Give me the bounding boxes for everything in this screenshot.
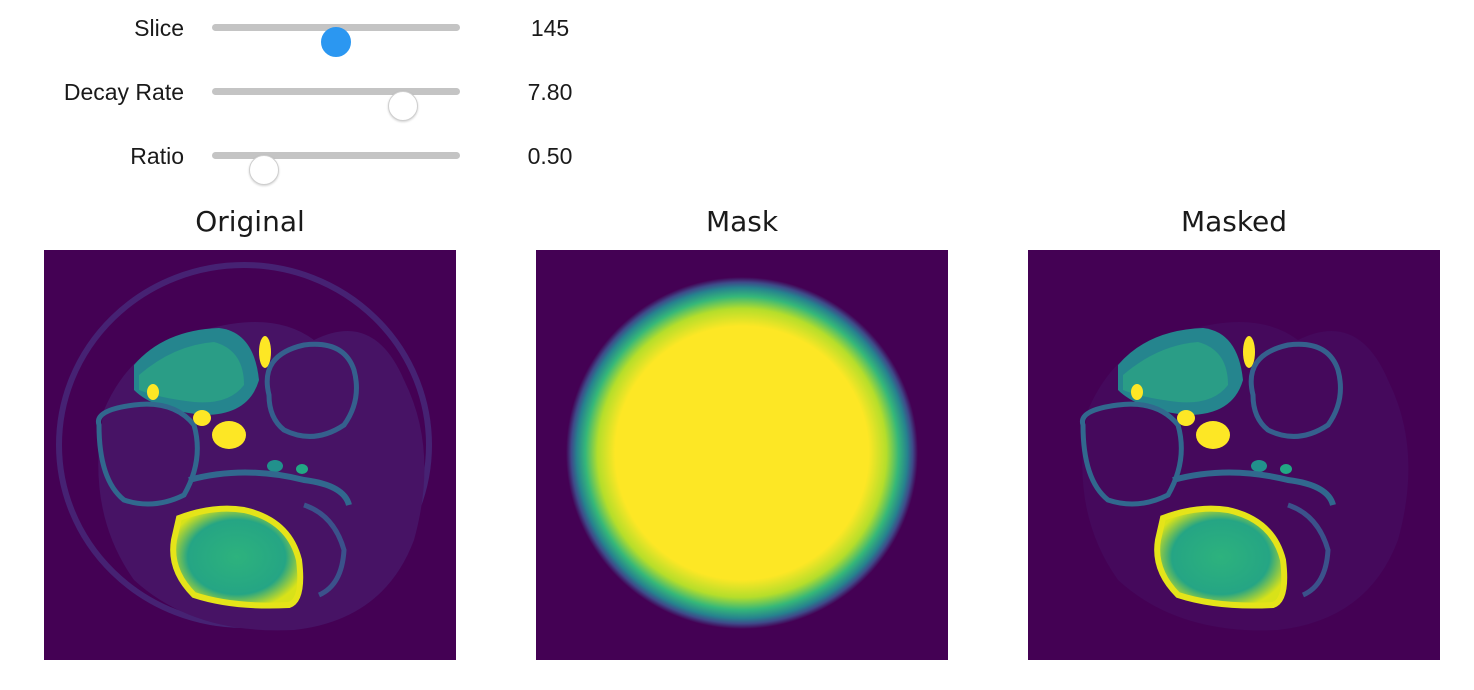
decay-rate-slider-thumb[interactable]	[387, 91, 418, 121]
ratio-value: 0.50	[527, 143, 573, 169]
masked-panel-title: Masked	[1180, 205, 1288, 238]
original-panel-title: Original	[195, 205, 305, 238]
ratio-slider-track[interactable]	[212, 152, 460, 185]
ratio-slider-thumb[interactable]	[249, 155, 280, 185]
slice-slider-row: Slice 145	[0, 8, 700, 57]
slice-value: 145	[530, 15, 570, 41]
masked-image-graphic	[1079, 322, 1409, 631]
masked-upper-structure	[1118, 328, 1343, 439]
slice-slider-track[interactable]	[212, 24, 460, 57]
mask-image	[536, 250, 948, 660]
original-lower-structure	[170, 502, 347, 609]
mask-panel-title: Mask	[705, 205, 779, 238]
ratio-slider-row: Ratio 0.50	[0, 136, 700, 185]
slice-slider-thumb[interactable]	[321, 27, 351, 57]
slider-controls: Slice 145 Decay Rate 7.80 Ratio 0.50	[0, 0, 1474, 190]
masked-image	[1028, 250, 1440, 660]
original-upper-structure	[134, 328, 359, 439]
mask-image-graphic	[566, 277, 918, 629]
original-image	[44, 250, 456, 660]
ratio-label: Ratio	[130, 143, 184, 169]
mask-disc	[566, 277, 918, 629]
decay-rate-slider-row: Decay Rate 7.80	[0, 72, 700, 121]
original-image-graphic	[56, 262, 432, 631]
original-mid-structure	[95, 401, 352, 507]
slice-label: Slice	[134, 15, 184, 41]
decay-rate-value: 7.80	[527, 79, 573, 105]
decay-rate-label: Decay Rate	[63, 79, 184, 105]
masked-lower-structure	[1154, 502, 1331, 609]
decay-rate-slider-track[interactable]	[212, 88, 460, 121]
masked-mid-structure	[1079, 401, 1336, 507]
